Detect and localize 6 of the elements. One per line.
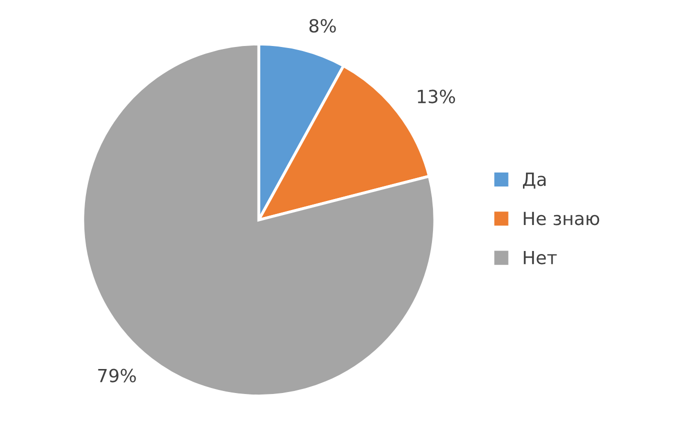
data-label: 13% xyxy=(418,90,456,104)
data-label: 8% xyxy=(309,18,336,33)
legend-label: Не знаю xyxy=(524,212,600,226)
legend-label: Да xyxy=(522,172,546,189)
legend-label: Нет xyxy=(524,250,557,264)
data-label: 79% xyxy=(98,368,136,382)
